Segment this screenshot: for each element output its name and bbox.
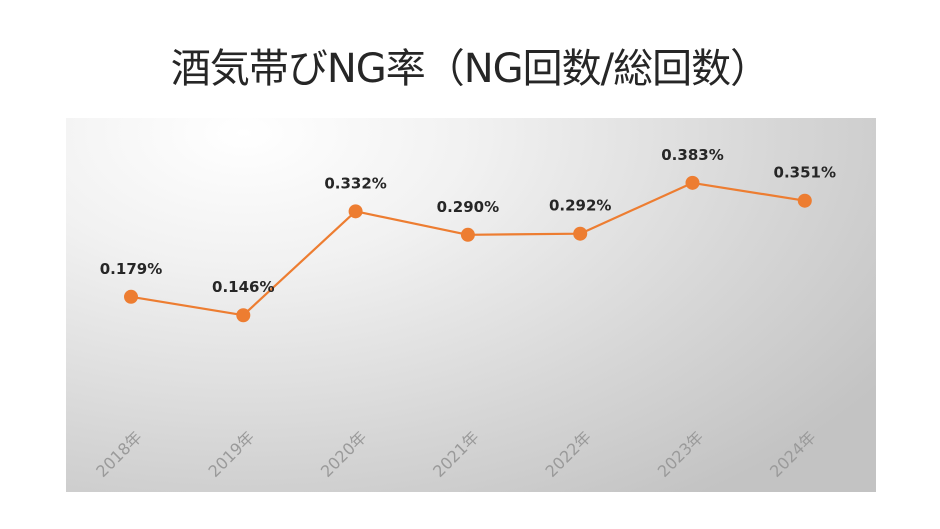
data-point-2023年 bbox=[685, 175, 700, 190]
data-point-2018年 bbox=[124, 289, 138, 304]
x-tick-label-2019年: 2019年 bbox=[205, 427, 259, 481]
chart-title: 酒気帯びNG率（NG回数/総回数） bbox=[170, 46, 770, 92]
x-tick-label-2018年: 2018年 bbox=[92, 427, 146, 481]
x-tick-label-2023年: 2023年 bbox=[654, 427, 708, 481]
data-label-2020年: 0.332% bbox=[324, 174, 386, 192]
plot-area bbox=[66, 118, 876, 492]
data-point-2024年 bbox=[797, 193, 812, 208]
data-point-2019年 bbox=[236, 308, 251, 323]
data-label-2024年: 0.351% bbox=[774, 164, 836, 182]
data-label-2021年: 0.290% bbox=[437, 198, 499, 216]
x-tick-label-2020年: 2020年 bbox=[317, 427, 371, 481]
x-tick-label-2022年: 2022年 bbox=[541, 427, 595, 481]
data-label-2018年: 0.179% bbox=[100, 260, 162, 278]
x-tick-label-2021年: 2021年 bbox=[429, 427, 483, 481]
data-label-2019年: 0.146% bbox=[212, 278, 274, 296]
data-label-2022年: 0.292% bbox=[549, 197, 611, 215]
data-point-2022年 bbox=[573, 226, 588, 241]
data-label-2023年: 0.383% bbox=[661, 146, 723, 164]
data-point-2021年 bbox=[460, 227, 475, 242]
x-tick-label-2024年: 2024年 bbox=[766, 427, 820, 481]
data-point-2020年 bbox=[348, 204, 363, 219]
